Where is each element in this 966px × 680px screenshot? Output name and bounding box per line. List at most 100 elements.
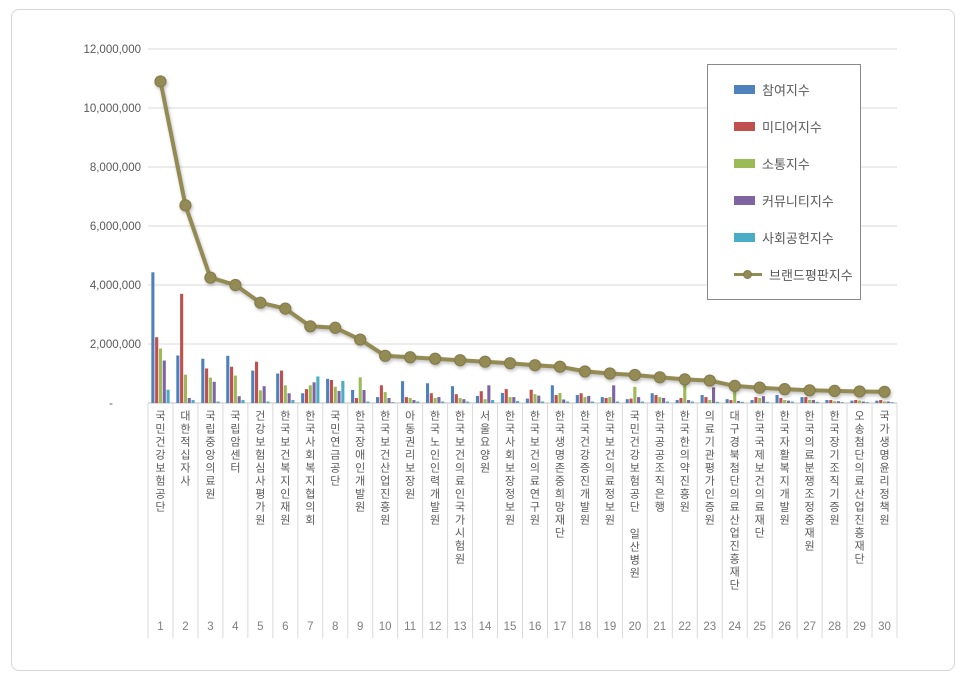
bar-커뮤니티지수 (187, 397, 191, 403)
bar-커뮤니티지수 (761, 396, 766, 403)
line-marker (778, 383, 791, 396)
bar-소통지수 (783, 400, 787, 403)
bar-미디어지수 (279, 370, 284, 403)
bar-소통지수 (533, 394, 537, 403)
bar-미디어지수 (654, 395, 658, 403)
bar-소통지수 (258, 390, 262, 403)
bar-사회공헌지수 (316, 376, 320, 403)
bar-미디어지수 (629, 398, 633, 403)
bar-참여지수 (401, 381, 405, 403)
line-marker (703, 374, 716, 387)
line-marker (254, 296, 267, 309)
bar-미디어지수 (255, 361, 259, 403)
line-marker (803, 384, 816, 397)
bar-커뮤니티지수 (811, 400, 815, 403)
legend-label: 브랜드평판지수 (769, 268, 853, 283)
bar-미디어지수 (379, 385, 383, 403)
bar-미디어지수 (205, 368, 209, 403)
rank-number: 2 (182, 621, 188, 633)
bar-참여지수 (575, 395, 579, 403)
bar-참여지수 (650, 393, 654, 403)
line-marker (503, 357, 517, 370)
bar-사회공헌지수 (466, 401, 470, 403)
rank-number: 7 (307, 621, 313, 633)
bar-참여지수 (875, 400, 879, 403)
bar-커뮤니티지수 (587, 395, 591, 403)
bar-참여지수 (301, 393, 305, 403)
bar-소통지수 (233, 375, 237, 403)
legend-label: 소통지수 (762, 157, 810, 172)
bar-커뮤니티지수 (262, 386, 266, 403)
bar-참여지수 (251, 370, 255, 403)
bar-커뮤니티지수 (736, 400, 741, 403)
line-marker (553, 360, 567, 373)
bar-커뮤니티지수 (712, 387, 716, 403)
rank-number: 28 (828, 621, 841, 633)
rank-number: 5 (257, 621, 263, 633)
bar-사회공헌지수 (815, 401, 819, 403)
line-marker (728, 379, 741, 392)
bar-소통지수 (808, 400, 812, 403)
bar-참여지수 (226, 355, 230, 403)
bar-미디어지수 (729, 400, 733, 403)
rank-number: 29 (853, 621, 866, 633)
bar-참여지수 (800, 397, 804, 403)
bar-커뮤니티지수 (886, 401, 890, 403)
bar-미디어지수 (879, 400, 883, 403)
bar-참여지수 (675, 400, 679, 403)
bar-커뮤니티지수 (212, 381, 216, 403)
bar-미디어지수 (479, 391, 483, 403)
line-marker (628, 368, 641, 382)
y-axis-label: - (109, 398, 113, 410)
bar-소통지수 (283, 385, 287, 403)
bar-커뮤니티지수 (512, 397, 516, 403)
bar-커뮤니티지수 (237, 396, 241, 403)
legend-bar-swatch-icon (734, 85, 755, 94)
bar-미디어지수 (230, 366, 234, 403)
bar-미디어지수 (704, 397, 708, 403)
legend-label: 미디어지수 (762, 120, 822, 135)
legend-label: 커뮤니티지수 (762, 194, 834, 209)
bar-사회공헌지수 (566, 401, 570, 403)
rank-number: 3 (207, 621, 213, 633)
bar-사회공헌지수 (690, 401, 694, 403)
legend-item: 사회공헌지수 (734, 228, 860, 247)
bar-커뮤니티지수 (562, 399, 566, 403)
line-marker (653, 371, 666, 384)
line-marker (603, 367, 616, 380)
line-marker (578, 365, 592, 378)
bar-커뮤니티지수 (612, 385, 616, 403)
bar-사회공헌지수 (715, 401, 719, 403)
rank-number: 24 (728, 621, 741, 633)
bar-미디어지수 (454, 394, 458, 403)
line-marker (379, 349, 392, 362)
line-marker (478, 355, 492, 368)
rank-number: 23 (703, 621, 716, 633)
chart-canvas: 12,000,00010,000,0008,000,0006,000,0004,… (83, 44, 898, 638)
bar-참여지수 (326, 378, 330, 403)
bar-미디어지수 (180, 293, 184, 403)
y-axis-label: 10,000,000 (83, 103, 141, 115)
bar-참여지수 (176, 355, 180, 403)
bar-소통지수 (583, 397, 587, 403)
bar-미디어지수 (579, 393, 583, 403)
bar-참여지수 (725, 399, 729, 403)
rank-number: 6 (282, 621, 288, 633)
bar-미디어지수 (754, 397, 758, 403)
bar-커뮤니티지수 (437, 397, 441, 403)
y-axis-label: 4,000,000 (90, 280, 141, 292)
bar-소통지수 (833, 401, 837, 403)
bar-커뮤니티지수 (412, 400, 416, 403)
bar-커뮤니티지수 (836, 401, 840, 403)
bar-소통지수 (433, 397, 437, 403)
bar-참여지수 (475, 395, 479, 403)
bar-참여지수 (750, 400, 754, 403)
rank-number: 26 (778, 621, 791, 633)
legend-item: 참여지수 (734, 80, 860, 99)
bar-참여지수 (351, 390, 355, 403)
line-series (154, 75, 891, 398)
bar-소통지수 (508, 397, 512, 403)
bar-미디어지수 (329, 379, 333, 403)
y-axis-label: 8,000,000 (90, 162, 141, 174)
